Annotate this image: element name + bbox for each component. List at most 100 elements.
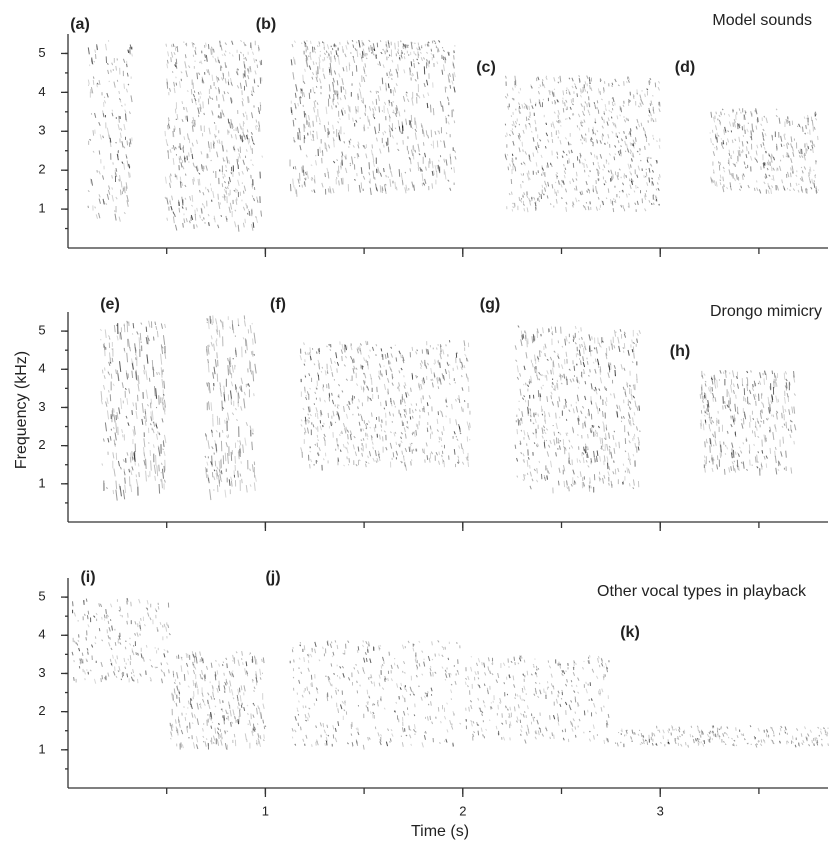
spectro-stroke <box>423 57 424 59</box>
spectro-stroke <box>308 414 309 416</box>
spectro-stroke <box>757 428 758 431</box>
spectro-stroke <box>89 139 90 140</box>
spectro-stroke <box>367 433 368 437</box>
spectro-stroke <box>399 169 400 177</box>
spectro-stroke <box>546 375 547 381</box>
spectro-stroke <box>404 385 405 388</box>
spectro-stroke <box>124 348 125 353</box>
spectro-stroke <box>174 52 175 55</box>
spectro-stroke <box>582 162 583 164</box>
spectro-stroke <box>572 78 573 82</box>
spectro-stroke <box>340 98 341 101</box>
panel-label: (h) <box>670 343 690 360</box>
spectro-stroke <box>547 359 548 360</box>
spectro-stroke <box>532 479 533 482</box>
spectro-stroke <box>190 196 191 200</box>
spectro-stroke <box>120 642 121 644</box>
spectro-stroke <box>243 223 244 228</box>
spectro-stroke <box>84 614 85 616</box>
spectro-stroke <box>164 381 165 389</box>
spectro-stroke <box>362 453 363 457</box>
spectro-stroke <box>768 190 769 194</box>
spectro-stroke <box>633 423 634 425</box>
spectro-stroke <box>227 453 228 464</box>
spectro-stroke <box>210 49 211 55</box>
spectro-stroke <box>260 61 261 65</box>
spectro-stroke <box>123 435 124 438</box>
spectro-stroke <box>116 168 117 172</box>
spectro-stroke <box>750 156 751 161</box>
spectro-stroke <box>600 456 601 461</box>
spectro-stroke <box>243 191 244 194</box>
spectro-stroke <box>391 353 392 357</box>
spectro-stroke <box>781 144 782 147</box>
spectro-stroke <box>594 348 595 350</box>
spectro-stroke <box>761 464 762 467</box>
spectro-stroke <box>417 350 418 351</box>
spectro-stroke <box>109 627 110 631</box>
spectro-stroke <box>628 453 629 459</box>
spectro-stroke <box>399 111 400 116</box>
spectro-stroke <box>197 208 198 211</box>
spectro-stroke <box>164 653 165 657</box>
spectro-stroke <box>657 140 658 142</box>
spectro-stroke <box>313 87 314 93</box>
spectro-stroke <box>124 124 125 130</box>
spectro-stroke <box>316 62 317 64</box>
spectro-stroke <box>216 430 217 432</box>
spectro-stroke <box>237 159 238 165</box>
spectro-stroke <box>449 370 450 373</box>
spectro-stroke <box>788 429 789 431</box>
spectro-stroke <box>230 710 231 717</box>
spectro-stroke <box>635 137 636 141</box>
spectro-stroke <box>124 212 125 213</box>
spectro-stroke <box>611 452 612 459</box>
spectro-stroke <box>305 69 306 72</box>
spectro-stroke <box>614 448 615 454</box>
spectro-stroke <box>603 399 604 401</box>
spectro-stroke <box>423 94 424 98</box>
spectro-stroke <box>106 487 107 489</box>
spectro-stroke <box>244 392 245 395</box>
spectro-stroke <box>102 640 103 642</box>
spectro-stroke <box>330 365 331 371</box>
spectro-stroke <box>401 173 402 178</box>
spectro-stroke <box>118 638 119 640</box>
spectro-stroke <box>417 72 418 80</box>
spectro-stroke <box>354 359 355 363</box>
spectro-stroke <box>528 457 529 459</box>
spectro-stroke <box>214 367 215 374</box>
spectro-stroke <box>203 658 204 663</box>
spectro-stroke <box>192 723 193 724</box>
spectro-stroke <box>126 370 127 380</box>
spectro-stroke <box>566 100 567 103</box>
spectro-stroke <box>513 121 514 126</box>
spectro-stroke <box>366 341 367 345</box>
spectro-stroke <box>230 122 231 128</box>
spectro-stroke <box>249 654 250 655</box>
spectro-stroke <box>74 613 75 617</box>
spectro-stroke <box>614 431 615 432</box>
spectro-stroke <box>567 480 568 485</box>
spectro-stroke <box>538 197 539 202</box>
spectro-stroke <box>703 424 704 431</box>
spectro-stroke <box>229 686 230 693</box>
spectro-stroke <box>752 113 753 116</box>
spectro-stroke <box>406 119 407 125</box>
spectro-stroke <box>216 660 217 661</box>
spectro-stroke <box>604 450 605 451</box>
spectro-stroke <box>587 76 588 79</box>
spectro-stroke <box>122 162 123 164</box>
spectro-stroke <box>172 196 173 201</box>
spectro-stroke <box>245 668 246 675</box>
spectro-stroke <box>199 190 200 193</box>
spectro-stroke <box>736 162 737 163</box>
spectro-stroke <box>164 466 165 472</box>
spectro-stroke <box>591 383 592 389</box>
spectro-stroke <box>596 347 597 354</box>
spectro-stroke <box>312 72 313 75</box>
spectro-stroke <box>583 87 584 92</box>
spectro-stroke <box>308 407 309 413</box>
spectro-stroke <box>519 103 520 105</box>
spectro-stroke <box>73 601 74 606</box>
